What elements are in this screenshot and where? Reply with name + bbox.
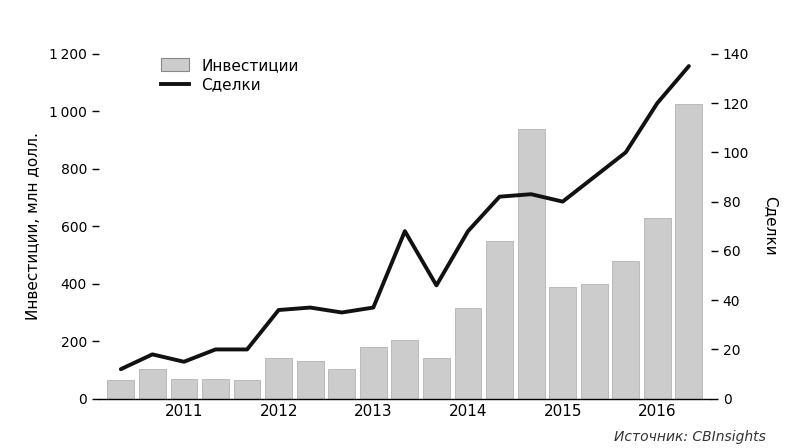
Bar [202,379,229,399]
Bar [360,347,387,399]
Bar [675,104,702,399]
Bar [107,380,134,399]
Bar [549,287,576,399]
Text: Источник: CBInsights: Источник: CBInsights [615,430,766,444]
Bar [423,358,450,399]
Bar [612,261,639,399]
Bar [454,308,481,399]
Y-axis label: Инвестиции, млн долл.: Инвестиции, млн долл. [26,132,41,320]
Bar [581,284,608,399]
Bar [265,358,292,399]
Bar [392,340,418,399]
Legend: Инвестиции, Сделки: Инвестиции, Сделки [161,58,299,93]
Bar [171,379,198,399]
Y-axis label: Сделки: Сделки [763,196,778,256]
Bar [644,218,671,399]
Bar [486,241,513,399]
Bar [297,362,324,399]
Bar [329,369,356,399]
Bar [139,369,166,399]
Bar [517,129,544,399]
Bar [234,380,261,399]
